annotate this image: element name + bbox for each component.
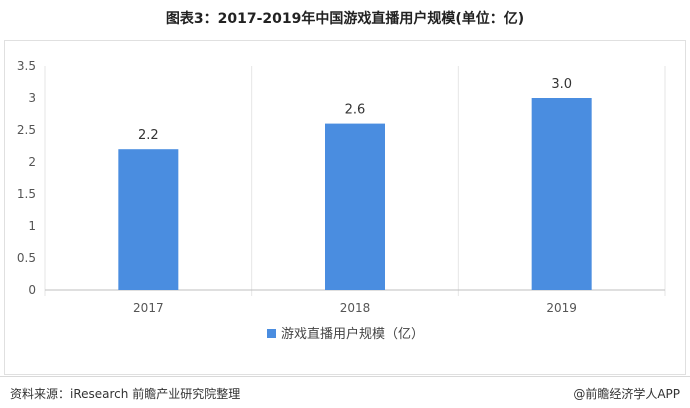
x-tick-label: 2018 xyxy=(340,301,371,315)
footer: 资料来源：iResearch 前瞻产业研究院整理 @前瞻经济学人APP xyxy=(0,376,690,408)
bar-2019 xyxy=(531,98,592,290)
data-label: 2.6 xyxy=(345,103,366,118)
bar-2018 xyxy=(325,123,385,290)
data-label: 2.2 xyxy=(138,128,159,143)
y-tick-label: 1.5 xyxy=(17,187,36,201)
brand-label: @前瞻经济学人APP xyxy=(573,387,680,401)
y-tick-label: 0 xyxy=(28,283,36,297)
bar-2017 xyxy=(118,149,179,290)
y-tick-label: 3 xyxy=(28,91,36,105)
legend-swatch xyxy=(267,329,276,338)
y-tick-label: 2 xyxy=(28,155,36,169)
y-tick-label: 2.5 xyxy=(17,123,36,137)
x-tick-label: 2019 xyxy=(546,301,577,315)
legend-label: 游戏直播用户规模（亿） xyxy=(281,326,424,342)
y-tick-label: 0.5 xyxy=(17,251,36,265)
data-label: 3.0 xyxy=(551,77,572,92)
y-tick-label: 1 xyxy=(28,219,36,233)
chart-area: 0 0.5 1 1.5 2 2.5 3 3.5 2.2 2017 2.6 2018 3.0 2019 游戏直… xyxy=(0,40,690,375)
bar-chart: 0 0.5 1 1.5 2 2.5 3 3.5 2.2 2017 2.6 2018 3.0 2019 游戏直… xyxy=(17,59,666,342)
source-note: 资料来源：iResearch 前瞻产业研究院整理 xyxy=(10,387,241,401)
y-tick-label: 3.5 xyxy=(17,59,36,73)
x-tick-label: 2017 xyxy=(133,301,164,315)
chart-title: 图表3：2017-2019年中国游戏直播用户规模(单位：亿) xyxy=(165,11,525,27)
